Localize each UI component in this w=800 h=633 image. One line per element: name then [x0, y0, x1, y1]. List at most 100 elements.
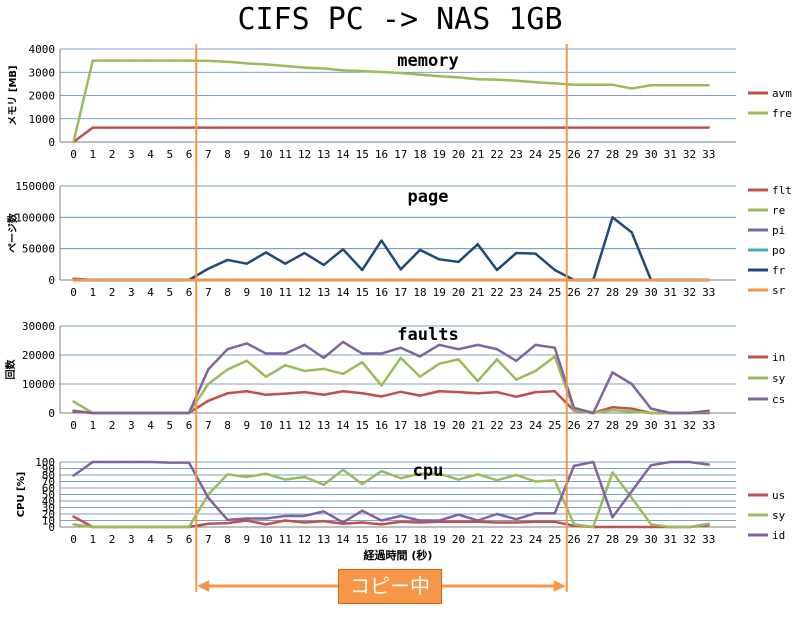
- legend-label-sy: sy: [772, 372, 786, 385]
- x-tick-label: 7: [205, 286, 212, 299]
- data-point-avm: [438, 126, 441, 129]
- x-tick-label: 16: [375, 419, 388, 432]
- data-point-id: [361, 509, 364, 512]
- data-point-sr: [168, 278, 171, 282]
- y-tick-label: 30000: [22, 320, 55, 333]
- data-point-cs: [649, 407, 653, 410]
- data-point-sy: [515, 473, 518, 477]
- x-tick-label: 10: [259, 419, 272, 432]
- data-point-sr: [245, 278, 248, 282]
- data-point-cs: [457, 348, 460, 351]
- x-tick-label: 17: [394, 533, 407, 546]
- data-point-avm: [515, 126, 518, 129]
- x-tick-label: 13: [317, 148, 330, 161]
- x-tick-label: 11: [279, 148, 292, 161]
- data-point-sr: [418, 278, 422, 282]
- y-axis-label: 回数: [4, 359, 17, 380]
- data-point-cs: [592, 411, 595, 415]
- data-point-sy: [264, 375, 268, 378]
- data-point-id: [630, 490, 633, 493]
- data-point-avm: [611, 126, 614, 129]
- data-point-sy: [264, 472, 268, 475]
- data-point-sr: [341, 278, 345, 282]
- data-point-sy: [380, 469, 383, 473]
- data-point-fr: [630, 231, 633, 234]
- data-point-sy: [438, 362, 441, 365]
- data-point-cs: [611, 371, 614, 374]
- x-tick-label: 19: [433, 419, 446, 432]
- data-point-us: [457, 520, 460, 523]
- data-point-sr: [592, 278, 595, 282]
- data-point-fre: [207, 59, 210, 63]
- x-tick-label: 0: [70, 533, 77, 546]
- data-point-fr: [322, 263, 325, 267]
- data-point-sy: [361, 482, 364, 486]
- x-tick-label: 11: [279, 533, 292, 546]
- data-point-fre: [361, 69, 364, 73]
- data-point-fre: [476, 78, 479, 81]
- x-tick-label: 29: [625, 533, 638, 546]
- data-point-id: [168, 461, 171, 464]
- data-point-avm: [187, 126, 191, 129]
- series-line-sy: [73, 468, 709, 529]
- data-point-fre: [187, 59, 191, 62]
- data-point-id: [534, 512, 537, 515]
- data-point-us: [630, 525, 633, 529]
- data-point-sy: [284, 478, 287, 481]
- x-tick-label: 15: [356, 533, 369, 546]
- data-point-fr: [284, 262, 287, 265]
- y-tick-label: 50000: [22, 243, 55, 256]
- data-point-sy: [168, 525, 171, 529]
- data-point-cs: [707, 409, 710, 412]
- data-point-us: [534, 520, 537, 523]
- x-tick-label: 9: [243, 148, 250, 161]
- x-tick-label: 20: [452, 148, 465, 161]
- data-point-fr: [495, 268, 499, 272]
- x-tick-label: 10: [259, 148, 272, 161]
- x-tick-label: 24: [529, 533, 543, 546]
- data-point-sy: [495, 479, 499, 482]
- x-tick-label: 27: [587, 533, 600, 546]
- x-tick-label: 30: [644, 286, 657, 299]
- data-point-us: [303, 521, 306, 524]
- data-point-cs: [284, 352, 287, 355]
- x-tick-label: 18: [413, 533, 426, 546]
- data-point-fr: [438, 258, 441, 261]
- data-point-id: [245, 517, 248, 520]
- x-tick-label: 22: [490, 533, 503, 546]
- y-tick-label: 20: [42, 508, 55, 521]
- data-point-in: [284, 392, 287, 395]
- data-point-cs: [341, 340, 345, 344]
- data-point-id: [592, 460, 595, 464]
- x-tick-label: 4: [147, 533, 154, 546]
- data-point-cs: [495, 348, 499, 351]
- data-point-sy: [72, 523, 75, 526]
- data-point-fre: [669, 84, 672, 87]
- y-tick-label: 80: [42, 469, 55, 482]
- x-tick-label: 18: [413, 419, 426, 432]
- data-point-sy: [572, 523, 576, 526]
- data-point-sr: [438, 278, 441, 282]
- y-tick-label: 60: [42, 482, 55, 495]
- data-point-id: [91, 460, 94, 464]
- y-tick-label: 1000: [29, 113, 56, 126]
- data-point-fre: [72, 140, 75, 144]
- data-point-sy: [534, 369, 537, 373]
- data-point-fr: [534, 252, 537, 255]
- x-tick-label: 20: [452, 286, 465, 299]
- data-point-fre: [707, 84, 710, 87]
- data-point-avm: [553, 126, 556, 129]
- copy-period-label: コピー中: [338, 569, 442, 604]
- data-point-fre: [341, 69, 345, 72]
- data-point-in: [264, 393, 268, 396]
- data-point-us: [264, 523, 268, 526]
- x-tick-label: 25: [548, 148, 561, 161]
- panel-title: page: [408, 187, 449, 207]
- y-axis-label: ページ数: [6, 212, 19, 253]
- data-point-us: [322, 519, 325, 523]
- data-point-sr: [553, 278, 556, 282]
- data-point-fre: [226, 60, 229, 63]
- data-point-fre: [457, 76, 460, 79]
- data-point-sy: [110, 525, 114, 529]
